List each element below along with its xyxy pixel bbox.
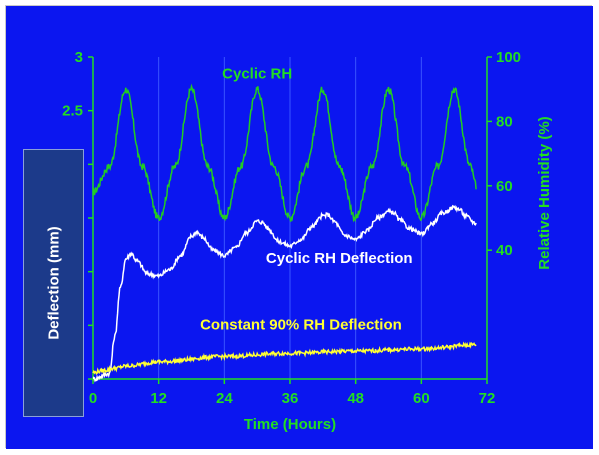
- y2-tick-label: 100: [496, 49, 521, 66]
- series-line-3: [92, 341, 477, 376]
- x-tick-label: 0: [89, 390, 97, 407]
- x-tick-label: 60: [413, 390, 430, 407]
- x-axis-title: Time (Hours): [244, 416, 336, 433]
- x-tick-label: 36: [282, 390, 299, 407]
- x-tick-label: 48: [347, 390, 364, 407]
- y2-tick-label: 60: [496, 178, 513, 195]
- series-annotation: Constant 90% RH Deflection: [200, 317, 402, 334]
- series-line-2: [92, 204, 477, 383]
- y-axis-title: Deflection (mm): [45, 226, 62, 340]
- y2-tick-label: 40: [496, 242, 513, 259]
- x-tick-label: 72: [479, 390, 496, 407]
- x-tick-label: 24: [216, 390, 233, 407]
- y-tick-label: 2.5: [62, 103, 83, 120]
- series-annotation: Cyclic RH Deflection: [266, 250, 413, 267]
- series-line-1: [92, 83, 477, 223]
- y2-axis-title: Relative Humidity (%): [536, 116, 553, 269]
- series-annotation: Cyclic RH: [222, 65, 292, 82]
- x-tick-label: 12: [150, 390, 167, 407]
- annotations: Cyclic RH Cyclic RH Deflection Constant 90…: [200, 65, 413, 333]
- plot-background: [6, 6, 593, 449]
- y-axis-title-box: Deflection (mm): [23, 149, 84, 417]
- y-tick-label: 3: [75, 49, 83, 66]
- y2-tick-label: 80: [496, 113, 513, 130]
- series-layer: [92, 83, 477, 383]
